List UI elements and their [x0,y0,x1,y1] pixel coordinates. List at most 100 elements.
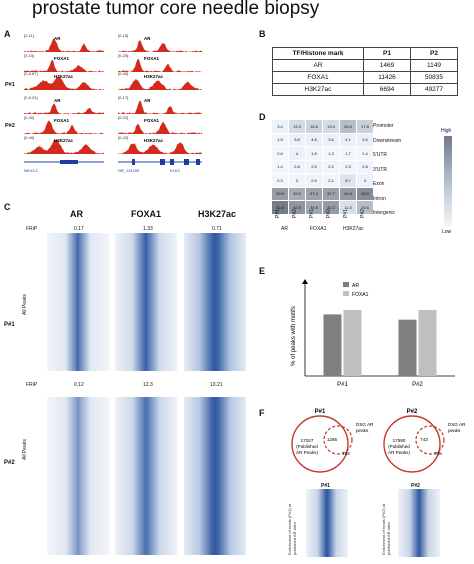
heatmap-cell: 3.8 [288,132,306,147]
heatmap-cell: 4.6 [356,132,374,147]
heat-f-label-p2: P#2 [411,483,420,489]
dsg-peaks-circle [415,425,445,455]
heatmap-cell: 37.4 [305,186,323,201]
published-peaks-circle [383,415,441,473]
gene-label-right-b: KLK3 [170,168,181,173]
column-foxa1: FOXA1 [131,209,162,219]
annotation-col-label: P#2 [360,209,366,218]
table-header-p2: P2 [410,47,458,60]
annotation-row-label: 5'UTR [373,152,388,158]
heatmap-f-p1 [306,489,348,557]
frip-value: 1.33 [143,226,153,232]
track-range: [0-22] [118,135,128,140]
annotation-col-label: P#1 [343,209,349,218]
venn-dsg-label: peaks [356,428,369,433]
heatmap-cell: 3.6 [322,132,340,147]
panel-a-sample-p2: P#2 [5,123,15,129]
table-header-row: TF/Histone mark P1 P2 [272,47,458,60]
venn-dsg-only-count: 184 [342,451,350,456]
annotation-row-label: Downstream [373,137,402,144]
color-scale-bar [444,136,452,226]
track-name: FOXA1 [54,118,70,123]
gene-exon-right [160,159,165,165]
panel-c-sample-p1: P#1 [4,322,15,328]
signal-track-left [24,38,104,52]
heatmap-row: 0.6 4 1.8 1.3 1.7 1.4 [271,146,374,161]
track-name: AR [144,36,151,41]
y-axis-label: % of peaks with motifs [291,306,297,366]
track-range: [0-40] [118,71,128,76]
annotation-row-label: Intergenic [373,210,395,216]
track-range: [0-40] [24,115,34,120]
signal-track-right [118,40,202,52]
venn-published-label: (Published [388,444,410,449]
bar-ar [323,314,342,376]
annotation-row-label: Promoter [373,123,394,129]
peak-count-table: TF/Histone mark P1 P2 AR 1469 1149 FOXA1… [272,47,458,96]
panel-c-sample-p2: P#2 [4,460,15,466]
track-name: H3K27ac [54,138,74,143]
y-axis-arrow [302,279,308,284]
group-label-h3k27ac: H3K27ac [343,226,364,232]
heatmap-cell: 13.0 [322,119,340,134]
heatmap-cell: 4.1 [339,132,357,147]
heatmap-p2-h3k27ac [184,397,246,555]
gene-exon-left [60,160,78,164]
venn-published-label: AR Peaks) [388,450,410,455]
heatmap-cell: 2.8 [356,159,374,174]
heatmap-cell: 4 [356,173,374,188]
table-cell: 50835 [410,71,458,84]
signal-track-left [24,140,104,154]
annotation-row-label: 3'UTR [373,166,388,173]
group-label-ar: AR [281,226,288,232]
frip-value: 0.71 [212,226,222,232]
table-header-mark: TF/Histone mark [272,47,364,60]
table-cell: H3K27ac [272,83,364,96]
column-ar: AR [70,209,83,219]
track-name: FOXA1 [54,56,70,61]
table-cell: 1469 [363,59,411,72]
annotation-col-label: P#1 [309,209,315,218]
genome-browser-tracks: [0-11] AR [0-15] AR [0-15] FOXA1 [0-20] FOXA1 [0… [24,34,202,173]
gene-label-left: NKX3-1 [24,168,39,173]
gene-exon-right [132,159,135,165]
panel-c-label: C [4,202,11,212]
heatmap-cell: 1.4 [356,146,374,161]
heatmap-cell: 8.7 [339,173,357,188]
frip-label-p2: FRiP [26,382,38,388]
heatmap-cell: 25.6 [356,200,374,215]
annotation-col-label: P#2 [326,209,332,218]
heat-f-ylabel-p2: Enrichment of reads (P#2) at published A… [381,503,391,555]
heatmap-row: 52.8 42.5 34.5 40.2 11.5 25.6 [271,200,374,215]
heatmap-cell: 2.3 [339,159,357,174]
table-cell: 1149 [410,59,458,72]
track-name: H3K27ac [144,74,164,79]
heatmap-row: 1.4 2.8 2.5 2.2 2.3 2.8 [271,159,374,174]
bar-foxa1 [343,310,362,376]
panel-a-sample-p1: P#1 [5,82,15,88]
track-range: [0-6.33] [24,95,38,100]
gene-exon-right [184,159,189,165]
panel-e-label: E [259,266,266,276]
frip-value: 12.3 [143,382,153,388]
venn-dsg-only-count: 405 [434,451,442,456]
table-row: FOXA1 11426 50835 [272,71,458,84]
column-h3k27ac: H3K27ac [198,209,237,219]
venn-published-label: (Published [296,444,318,449]
legend-swatch [343,291,349,296]
frip-value: 0.17 [74,226,84,232]
panel-d-label: D [259,112,266,122]
heatmap-cell: 1.8 [305,146,323,161]
signal-track-right [118,100,202,114]
signal-track-left [24,60,104,72]
signal-track-left [24,120,104,134]
panel-a-label: A [4,29,11,39]
venn-published-label: AR Peaks) [296,450,318,455]
heatmap-cell: 40.3 [339,186,357,201]
heatmap-cell: 4 [288,146,306,161]
bar-ar [398,319,417,376]
legend-label: FOXA1 [352,292,369,298]
frip-label-p1: FRiP [26,226,38,232]
table-header-p1: P1 [363,47,411,60]
heatmap-cell: 1.9 [271,132,289,147]
